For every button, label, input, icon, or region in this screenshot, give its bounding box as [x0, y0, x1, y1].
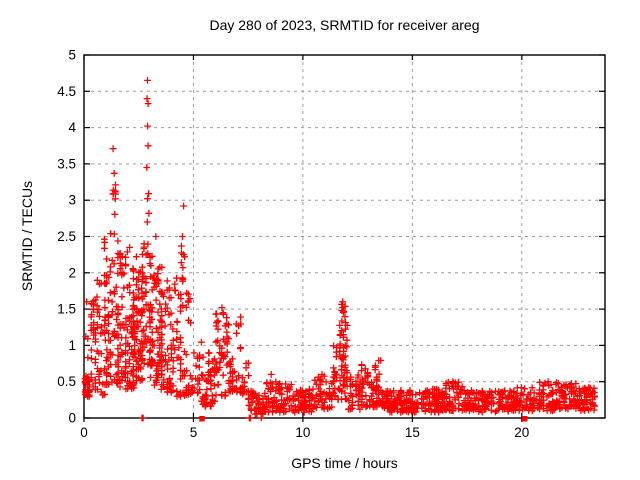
x-axis-label: GPS time / hours [291, 455, 398, 471]
x-tick-labels: 0 5 10 15 20 [80, 425, 529, 440]
svg-text:0: 0 [80, 425, 88, 440]
svg-text:5: 5 [68, 48, 76, 63]
svg-text:3.5: 3.5 [57, 156, 76, 171]
y-tick-labels: 0 0.5 1 1.5 2 2.5 3 3.5 4 4.5 5 [57, 48, 76, 426]
svg-text:5: 5 [190, 425, 198, 440]
svg-text:15: 15 [405, 425, 420, 440]
svg-text:10: 10 [295, 425, 310, 440]
svg-text:4: 4 [68, 120, 76, 135]
svg-text:0: 0 [68, 411, 76, 426]
svg-text:1: 1 [68, 338, 76, 353]
svg-text:0.5: 0.5 [57, 374, 76, 389]
svg-text:1.5: 1.5 [57, 302, 76, 317]
svg-text:3: 3 [68, 193, 76, 208]
svg-text:20: 20 [514, 425, 529, 440]
scatter-points [81, 77, 598, 422]
svg-text:2.5: 2.5 [57, 229, 76, 244]
svg-text:4.5: 4.5 [57, 84, 76, 99]
chart-title: Day 280 of 2023, SRMTID for receiver are… [209, 17, 480, 33]
svg-text:2: 2 [68, 265, 76, 280]
